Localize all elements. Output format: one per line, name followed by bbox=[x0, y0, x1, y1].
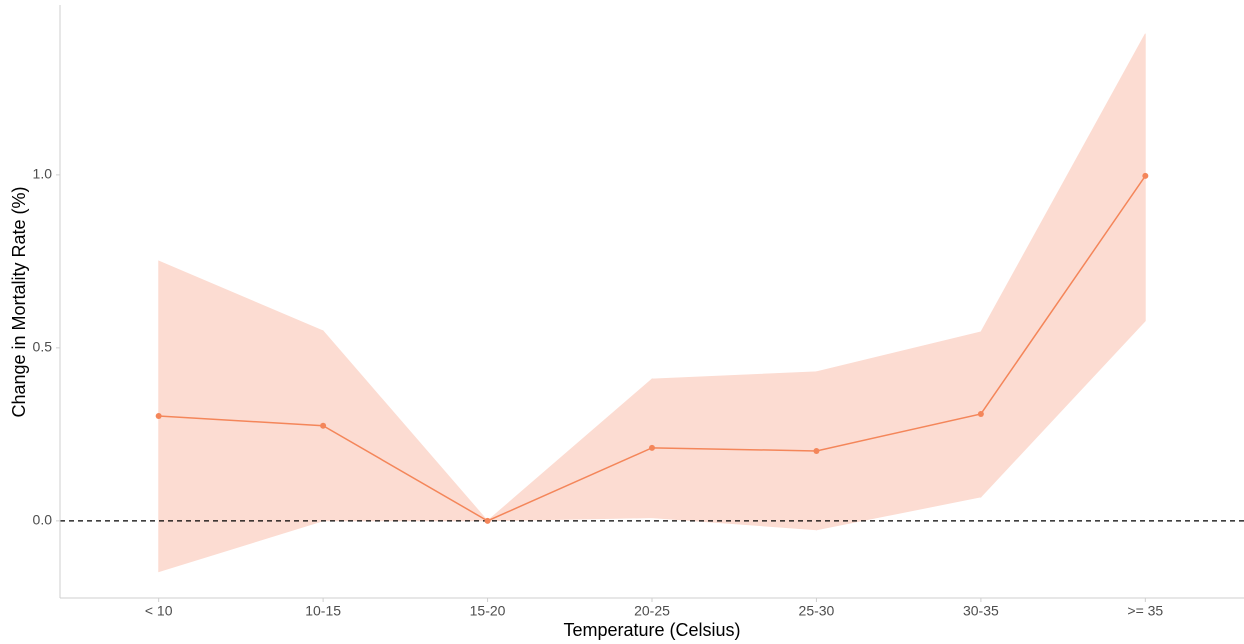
confidence-band bbox=[158, 260, 324, 573]
x-tick-label: >= 35 bbox=[1127, 603, 1163, 619]
x-tick-label: 25-30 bbox=[799, 603, 835, 619]
x-tick-label: < 10 bbox=[145, 603, 173, 619]
point bbox=[1142, 172, 1149, 179]
point bbox=[484, 517, 491, 524]
y-tick-label: 1.0 bbox=[33, 166, 53, 182]
point bbox=[649, 444, 655, 451]
point bbox=[155, 413, 162, 420]
x-tick-label: 20-25 bbox=[634, 603, 670, 619]
x-tick-label: 30-35 bbox=[963, 603, 999, 619]
confidence-band bbox=[322, 329, 489, 522]
y-tick-label: 0.0 bbox=[33, 512, 53, 528]
y-axis-title: Change in Mortality Rate (%) bbox=[9, 186, 29, 417]
x-tick-label: 15-20 bbox=[470, 603, 506, 619]
point bbox=[977, 410, 984, 417]
confidence-band bbox=[980, 33, 1146, 498]
x-tick-label: 10-15 bbox=[305, 603, 341, 619]
point bbox=[320, 422, 327, 429]
confidence-band bbox=[486, 378, 653, 522]
confidence-band bbox=[816, 331, 982, 531]
x-axis-title: Temperature (Celsius) bbox=[563, 620, 740, 640]
point bbox=[813, 447, 820, 454]
y-tick-label: 0.5 bbox=[33, 339, 53, 355]
